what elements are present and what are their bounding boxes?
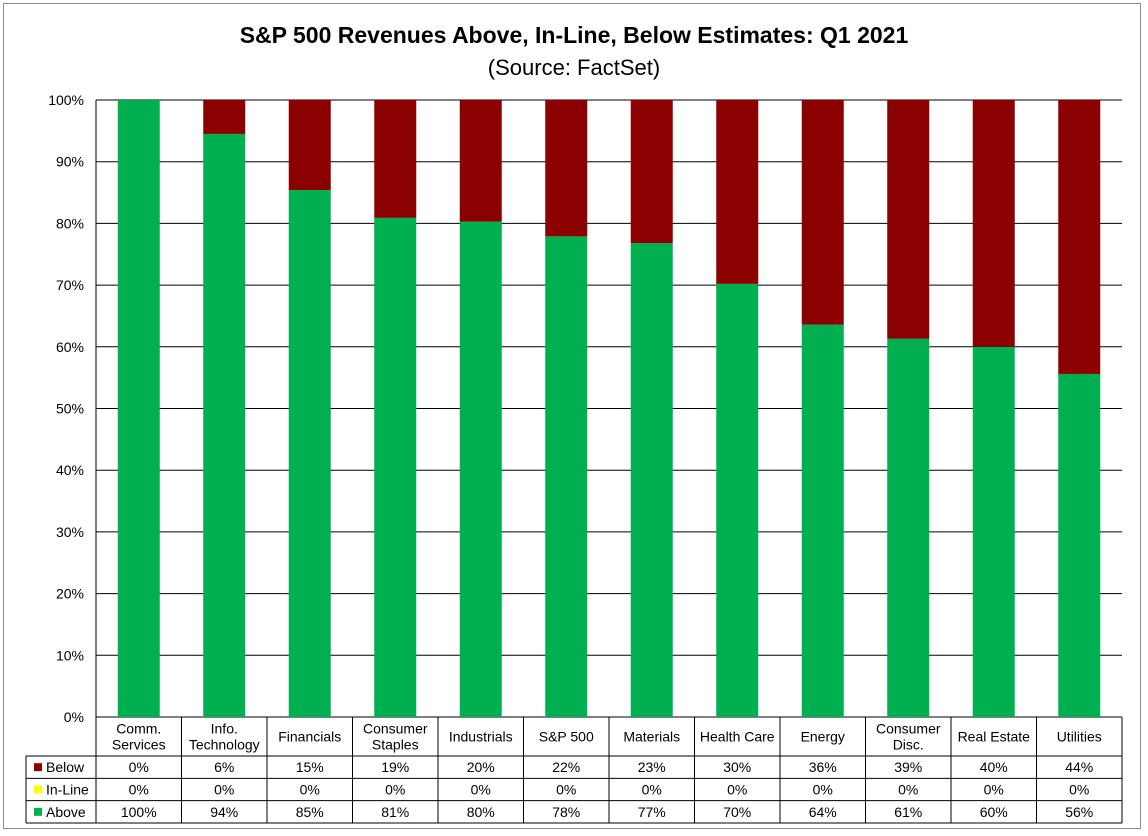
data-label: 85% [296, 804, 324, 820]
data-label: 100% [121, 804, 157, 820]
category-label: Utilities [1057, 729, 1102, 745]
data-label: 36% [809, 759, 837, 775]
data-label: 0% [642, 782, 662, 798]
bar-above [545, 236, 588, 717]
bar-below [801, 100, 844, 325]
data-label: 77% [638, 804, 666, 820]
data-label: 22% [552, 759, 580, 775]
data-table: Comm.Services Info.Technology Financials Co… [25, 717, 1123, 824]
legend-swatch-above [34, 807, 42, 816]
legend-label: Below [46, 759, 85, 775]
bar-above [972, 346, 1015, 717]
data-label: 70% [723, 804, 751, 820]
category-label: Consumer [876, 721, 941, 737]
data-label: 81% [381, 804, 409, 820]
y-tick-label: 20% [56, 586, 84, 602]
data-label: 0% [214, 782, 234, 798]
y-tick-label: 10% [56, 647, 84, 663]
bar-above [203, 133, 246, 717]
bar-above [117, 100, 160, 717]
y-tick-label: 0% [64, 709, 84, 725]
y-tick-label: 70% [56, 277, 84, 293]
chart-subtitle: (Source: FactSet) [487, 55, 661, 80]
data-label: 0% [813, 782, 833, 798]
bar-above [801, 324, 844, 717]
chart-title: S&P 500 Revenues Above, In-Line, Below E… [239, 22, 909, 48]
bar-below [545, 100, 588, 237]
bar-above [374, 217, 417, 718]
data-label: 39% [894, 759, 922, 775]
y-tick-label: 80% [56, 215, 84, 231]
data-label: 0% [984, 782, 1004, 798]
y-tick-label: 60% [56, 339, 84, 355]
category-label: S&P 500 [539, 729, 594, 745]
data-label: 0% [898, 782, 918, 798]
data-label: 15% [296, 759, 324, 775]
y-tick-label: 90% [56, 154, 84, 170]
category-label: Health Care [700, 729, 775, 745]
data-label: 60% [980, 804, 1008, 820]
data-label: 0% [385, 782, 405, 798]
category-label: Services [112, 737, 166, 753]
y-axis: 0% 10% 20% 30% 40% 50% 60% 70% 80% 90% 100% [48, 92, 97, 725]
data-label: 23% [638, 759, 666, 775]
data-label: 40% [980, 759, 1008, 775]
category-label: Real Estate [958, 729, 1031, 745]
bars [117, 100, 1101, 718]
bar-above [630, 243, 673, 718]
category-label: Industrials [449, 729, 513, 745]
gridlines [96, 99, 1122, 718]
data-label: 80% [467, 804, 495, 820]
data-label: 6% [214, 759, 234, 775]
data-label: 61% [894, 804, 922, 820]
bar-above [716, 283, 759, 717]
data-label: 0% [129, 782, 149, 798]
data-label: 0% [1069, 782, 1089, 798]
legend-label: In-Line [46, 782, 89, 798]
legend-label: Above [46, 804, 86, 820]
y-tick-label: 50% [56, 401, 84, 417]
data-label: 30% [723, 759, 751, 775]
bar-above [887, 338, 930, 717]
bar-below [374, 100, 417, 218]
bar-above [288, 190, 331, 717]
legend-swatch-in-line [34, 785, 42, 794]
category-label: Energy [801, 729, 845, 745]
bar-below [630, 100, 673, 244]
bar-above [459, 221, 502, 717]
category-label: Info. [211, 721, 238, 737]
data-label: 94% [210, 804, 238, 820]
category-label: Comm. [116, 721, 161, 737]
category-label: Disc. [893, 737, 924, 753]
data-label: 0% [727, 782, 747, 798]
category-label: Consumer [363, 721, 428, 737]
category-label: Staples [372, 737, 419, 753]
data-label: 44% [1065, 759, 1093, 775]
category-label: Technology [189, 737, 260, 753]
data-label: 20% [467, 759, 495, 775]
data-label: 19% [381, 759, 409, 775]
data-label: 0% [556, 782, 576, 798]
y-tick-label: 30% [56, 524, 84, 540]
data-label: 0% [129, 759, 149, 775]
bar-below [716, 100, 759, 284]
bar-below [1058, 100, 1101, 374]
data-label: 64% [809, 804, 837, 820]
data-label: 56% [1065, 804, 1093, 820]
bar-below [972, 100, 1015, 347]
category-label: Materials [623, 729, 680, 745]
y-tick-label: 40% [56, 462, 84, 478]
bar-above [1058, 373, 1101, 717]
bar-below [887, 100, 930, 339]
legend-swatch-below [34, 763, 42, 772]
bar-below [288, 100, 331, 191]
y-tick-label: 100% [48, 92, 84, 108]
data-label: 0% [300, 782, 320, 798]
bar-below [459, 100, 502, 222]
data-label: 78% [552, 804, 580, 820]
data-label: 0% [471, 782, 491, 798]
bar-below [203, 100, 246, 134]
category-label: Financials [278, 729, 341, 745]
